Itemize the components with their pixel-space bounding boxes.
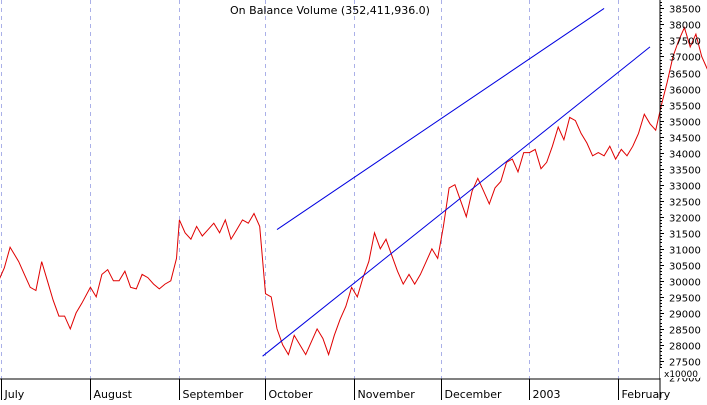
y-tick-label: 35500 — [669, 102, 701, 113]
x-tick-label: 2003 — [533, 388, 561, 400]
series-channel-lower — [262, 46, 651, 357]
x-tick-label: September — [183, 388, 244, 400]
obv-line — [0, 26, 707, 357]
y-tick-label: 33500 — [669, 166, 701, 177]
y-tick-label: 28000 — [669, 342, 701, 353]
channel-lower-line — [262, 46, 651, 357]
channel-upper-line — [276, 7, 605, 231]
y-tick-label: 33000 — [669, 182, 701, 193]
y-tick-label: 38500 — [669, 5, 701, 16]
y-tick-label: 30000 — [669, 278, 701, 289]
x-tick-label: February — [622, 388, 671, 400]
unit-note-box — [660, 368, 700, 378]
y-tick-label: 38000 — [669, 21, 701, 32]
x-tick-label: October — [269, 388, 313, 400]
y-tick-label: 31000 — [669, 246, 701, 257]
series-channel-upper — [276, 7, 605, 231]
y-tick-label: 27500 — [669, 358, 701, 369]
y-tick-label: 36000 — [669, 86, 701, 97]
y-tick-label: 32500 — [669, 198, 701, 209]
y-tick-label: 34500 — [669, 134, 701, 145]
y-tick-label: 37500 — [669, 37, 701, 48]
x-tick-label: August — [94, 388, 133, 400]
unit-note: x10000 — [664, 370, 698, 380]
gridlines — [1, 0, 619, 379]
x-tick-label: November — [358, 388, 416, 400]
x-tick-label: July — [4, 388, 25, 400]
y-tick-label: 27000 — [669, 374, 701, 385]
y-tick-label: 28500 — [669, 326, 701, 337]
series-obv — [0, 26, 707, 357]
y-tick-label: 34000 — [669, 150, 701, 161]
y-tick-label: 36500 — [669, 70, 701, 81]
chart-title: On Balance Volume (352,411,936.0) — [230, 4, 430, 17]
y-tick-label: 29500 — [669, 294, 701, 305]
x-axis-ticks: July August September October November Decemb… — [1, 379, 671, 401]
y-tick-label: 37000 — [669, 53, 701, 64]
y-tick-label: 35000 — [669, 118, 701, 129]
y-axis-ticks: 27000 27500 28000 28500 29000 29500 30000 30500… — [660, 2, 701, 385]
y-tick-label: 32000 — [669, 214, 701, 225]
series-layer — [0, 7, 707, 357]
y-tick-label: 30500 — [669, 262, 701, 273]
x-tick-label: December — [445, 388, 503, 400]
y-tick-label: 29000 — [669, 310, 701, 321]
y-tick-label: 31500 — [669, 230, 701, 241]
